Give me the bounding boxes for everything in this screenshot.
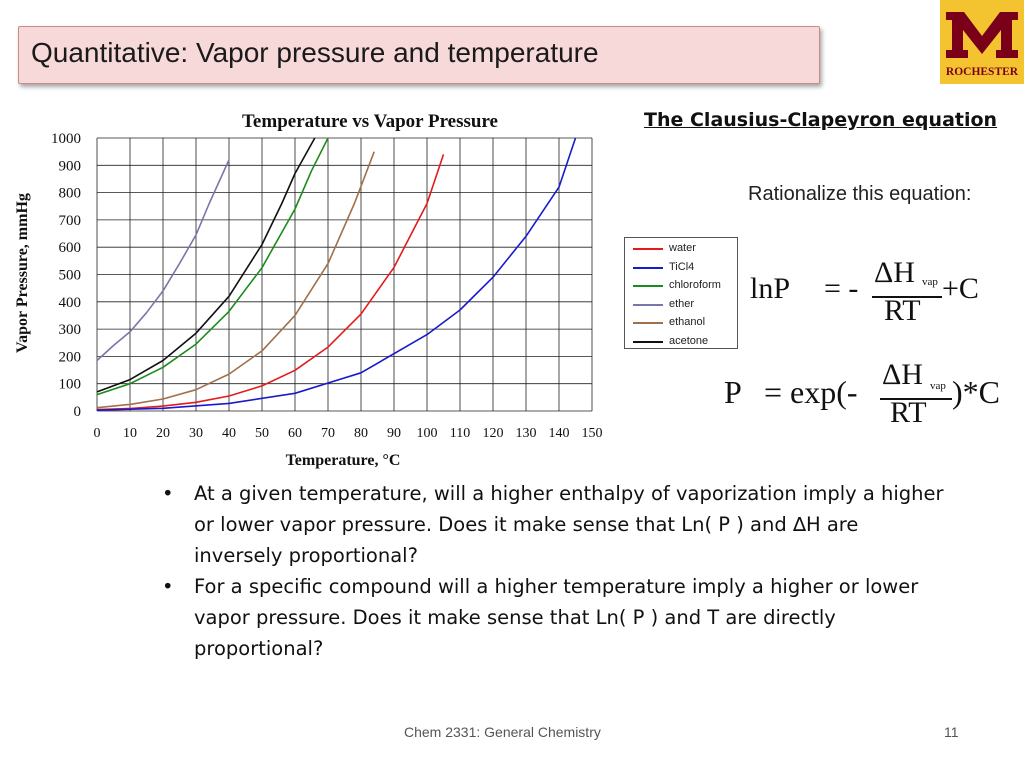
university-logo: ROCHESTER bbox=[940, 0, 1024, 84]
rationalize-prompt: Rationalize this equation: bbox=[748, 183, 972, 205]
chart-legend: water TiCl4 chloroform ether ethanol acetone bbox=[624, 237, 738, 349]
x-tick-label: 60 bbox=[288, 426, 302, 441]
series-line-ether bbox=[96, 159, 230, 362]
x-axis-label: Temperature, °C bbox=[285, 452, 401, 469]
eq2-subscript: vap bbox=[930, 380, 946, 392]
x-tick-label: 90 bbox=[387, 426, 401, 441]
page-number: 11 bbox=[944, 724, 959, 740]
eq1-lhs: lnP bbox=[750, 272, 791, 305]
x-tick-label: 150 bbox=[582, 426, 603, 441]
y-tick-label: 200 bbox=[59, 349, 82, 365]
legend-label: water bbox=[669, 242, 696, 254]
legend-swatch bbox=[633, 248, 663, 250]
legend-swatch bbox=[633, 340, 663, 343]
logo-text: ROCHESTER bbox=[945, 66, 1019, 78]
title-bar: Quantitative: Vapor pressure and tempera… bbox=[18, 26, 820, 84]
eq1-subscript: vap bbox=[922, 276, 938, 288]
vapor-pressure-chart: 0 10 20 30 40 50 60 70 80 90 100 110 120 130 140 150 0 10… bbox=[51, 131, 603, 441]
legend-swatch bbox=[633, 285, 663, 287]
series-line-acetone bbox=[96, 137, 316, 393]
eq2-fraction-line bbox=[880, 398, 952, 400]
bullet-item: • At a given temperature, will a higher … bbox=[160, 478, 950, 571]
x-tick-label: 10 bbox=[123, 426, 137, 441]
legend-swatch bbox=[633, 266, 663, 269]
chart-title: Temperature vs Vapor Pressure bbox=[242, 111, 498, 132]
y-tick-label: 500 bbox=[59, 268, 82, 284]
x-tick-label: 70 bbox=[321, 426, 335, 441]
x-tick-label: 50 bbox=[255, 426, 269, 441]
legend-item: ether bbox=[625, 297, 737, 316]
legend-item: acetone bbox=[625, 334, 737, 353]
x-tick-label: 130 bbox=[516, 426, 537, 441]
eq2-numerator: ΔH bbox=[882, 358, 923, 391]
m-logo-icon bbox=[946, 12, 1018, 58]
eq2-equals: = exp(- bbox=[764, 374, 858, 410]
bullet-dot-icon: • bbox=[162, 575, 174, 598]
legend-swatch bbox=[633, 322, 663, 324]
slide-title: Quantitative: Vapor pressure and tempera… bbox=[31, 37, 599, 68]
eq1-denominator: RT bbox=[884, 294, 921, 327]
eq1-tail: +C bbox=[942, 272, 979, 305]
y-tick-label: 900 bbox=[59, 158, 82, 174]
series-line-ticl4 bbox=[96, 137, 577, 411]
eq1-equals: = - bbox=[824, 272, 859, 305]
series-line-chloroform bbox=[96, 137, 329, 396]
x-tick-label: 100 bbox=[417, 426, 438, 441]
eq2-denominator: RT bbox=[890, 396, 927, 429]
legend-item: chloroform bbox=[625, 278, 737, 297]
legend-item: TiCl4 bbox=[625, 260, 737, 279]
y-tick-label: 800 bbox=[59, 186, 82, 202]
legend-item: water bbox=[625, 241, 737, 260]
legend-label: ethanol bbox=[669, 316, 706, 328]
x-tick-label: 110 bbox=[450, 426, 470, 441]
footer-course: Chem 2331: General Chemistry bbox=[404, 724, 601, 740]
series-line-ethanol bbox=[96, 151, 375, 409]
legend-item: ethanol bbox=[625, 315, 737, 334]
y-axis-label: Vapor Pressure, mmHg bbox=[14, 193, 31, 353]
eq1-numerator: ΔH bbox=[874, 256, 915, 289]
y-tick-label: 0 bbox=[74, 404, 82, 420]
eq2-tail: )*C bbox=[952, 374, 1000, 410]
equation-heading: The Clausius-Clapeyron equation bbox=[644, 109, 998, 131]
legend-label: acetone bbox=[669, 334, 709, 347]
series-line-water bbox=[96, 154, 445, 411]
bullet-text: At a given temperature, will a higher en… bbox=[194, 482, 944, 567]
y-tick-label: 1000 bbox=[51, 131, 81, 147]
legend-swatch bbox=[633, 303, 663, 306]
x-tick-label: 140 bbox=[549, 426, 570, 441]
bullet-text: For a specific compound will a higher te… bbox=[194, 575, 919, 660]
legend-label: chloroform bbox=[669, 279, 721, 291]
bullet-list: • At a given temperature, will a higher … bbox=[160, 478, 950, 664]
bullet-dot-icon: • bbox=[162, 482, 174, 505]
x-tick-label: 30 bbox=[189, 426, 203, 441]
x-tick-label: 0 bbox=[94, 426, 101, 441]
y-tick-label: 300 bbox=[59, 322, 82, 338]
x-tick-label: 120 bbox=[483, 426, 504, 441]
eq2-lhs: P bbox=[724, 374, 742, 410]
y-tick-label: 700 bbox=[59, 213, 82, 229]
y-tick-label: 400 bbox=[59, 295, 82, 311]
x-tick-label: 80 bbox=[354, 426, 368, 441]
y-tick-label: 600 bbox=[59, 240, 82, 256]
eq1-fraction-line bbox=[872, 296, 942, 298]
legend-label: ether bbox=[669, 297, 695, 310]
x-tick-label: 20 bbox=[156, 426, 170, 441]
bullet-item: • For a specific compound will a higher … bbox=[160, 571, 950, 664]
legend-label: TiCl4 bbox=[669, 260, 695, 273]
y-tick-label: 100 bbox=[59, 377, 82, 393]
x-tick-label: 40 bbox=[222, 426, 236, 441]
